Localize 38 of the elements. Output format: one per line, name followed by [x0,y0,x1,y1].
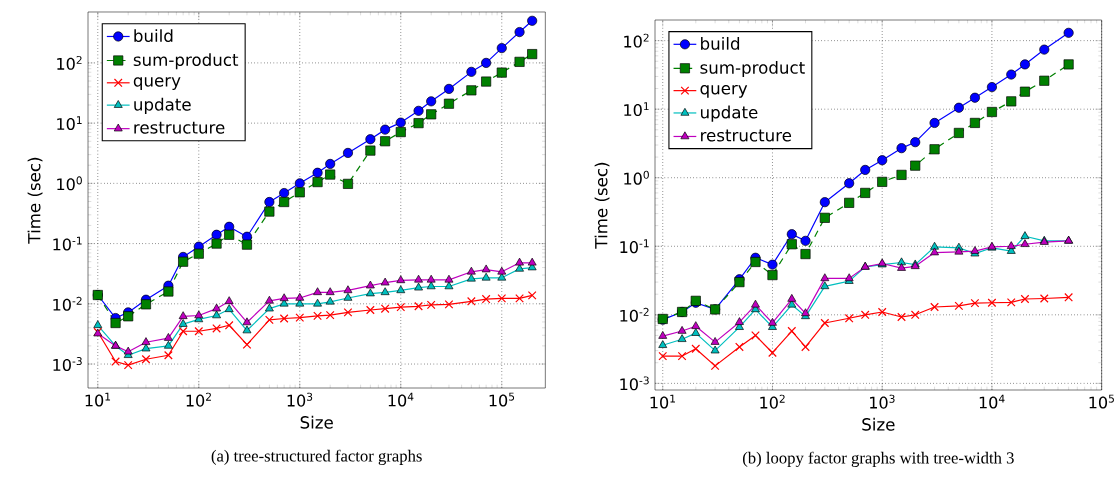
x-axis-title: Size [862,417,895,431]
legend-label: update [134,97,191,114]
y-tick-label: 10$^{-1}$ [620,239,649,254]
legend-label: restructure [701,129,792,142]
y-tick-label: 10$^{-3}$ [620,376,649,391]
legend-label: build [701,36,740,50]
x-tick-label: 10$^{2}$ [760,394,785,409]
legend-label: restructure [134,121,225,134]
x-tick-label: 10$^{3}$ [287,392,313,407]
y-axis-title: Time (sec) [27,157,43,244]
y-tick-label: 10$^{-1}$ [53,236,82,251]
y-tick-label: 10$^{0}$ [624,170,649,185]
x-tick-label: 10$^{4}$ [388,392,414,407]
y-tick-label: 10$^{1}$ [624,102,649,117]
y-tick-label: 10$^{2}$ [57,55,82,70]
x-tick-label: 10$^{5}$ [1089,394,1114,409]
y-tick-label: 10$^{-2}$ [53,296,82,311]
text: (b) loopy factor graphs with tree-width 3 [742,451,1014,467]
legend-label: query [133,77,181,90]
x-tick-label: 10$^{1}$ [650,394,675,409]
legend-label: build [134,29,173,43]
legend-label: sum-product [700,60,805,78]
x-tick-label: 10$^{4}$ [979,394,1005,409]
y-tick-label: 10$^{1}$ [57,116,82,131]
x-tick-label: 10$^{5}$ [489,392,515,407]
x-tick-label: 10$^{2}$ [186,392,211,407]
x-tick-label: 10$^{3}$ [870,394,895,409]
legend-label: sum-product [133,53,239,70]
y-tick-label: 10$^{2}$ [624,33,649,48]
y-tick-label: 10$^{0}$ [57,176,82,191]
y-tick-label: 10$^{-2}$ [620,307,649,322]
x-tick-label: 10$^{1}$ [85,392,111,407]
legend-label: update [700,105,758,122]
y-tick-label: 10$^{-3}$ [53,357,82,372]
legend-label: query [700,84,748,98]
text: (a) tree-structured factor graphs [211,449,422,465]
x-axis-title: Size [300,415,333,429]
y-axis-title: Time (sec) [594,162,610,249]
